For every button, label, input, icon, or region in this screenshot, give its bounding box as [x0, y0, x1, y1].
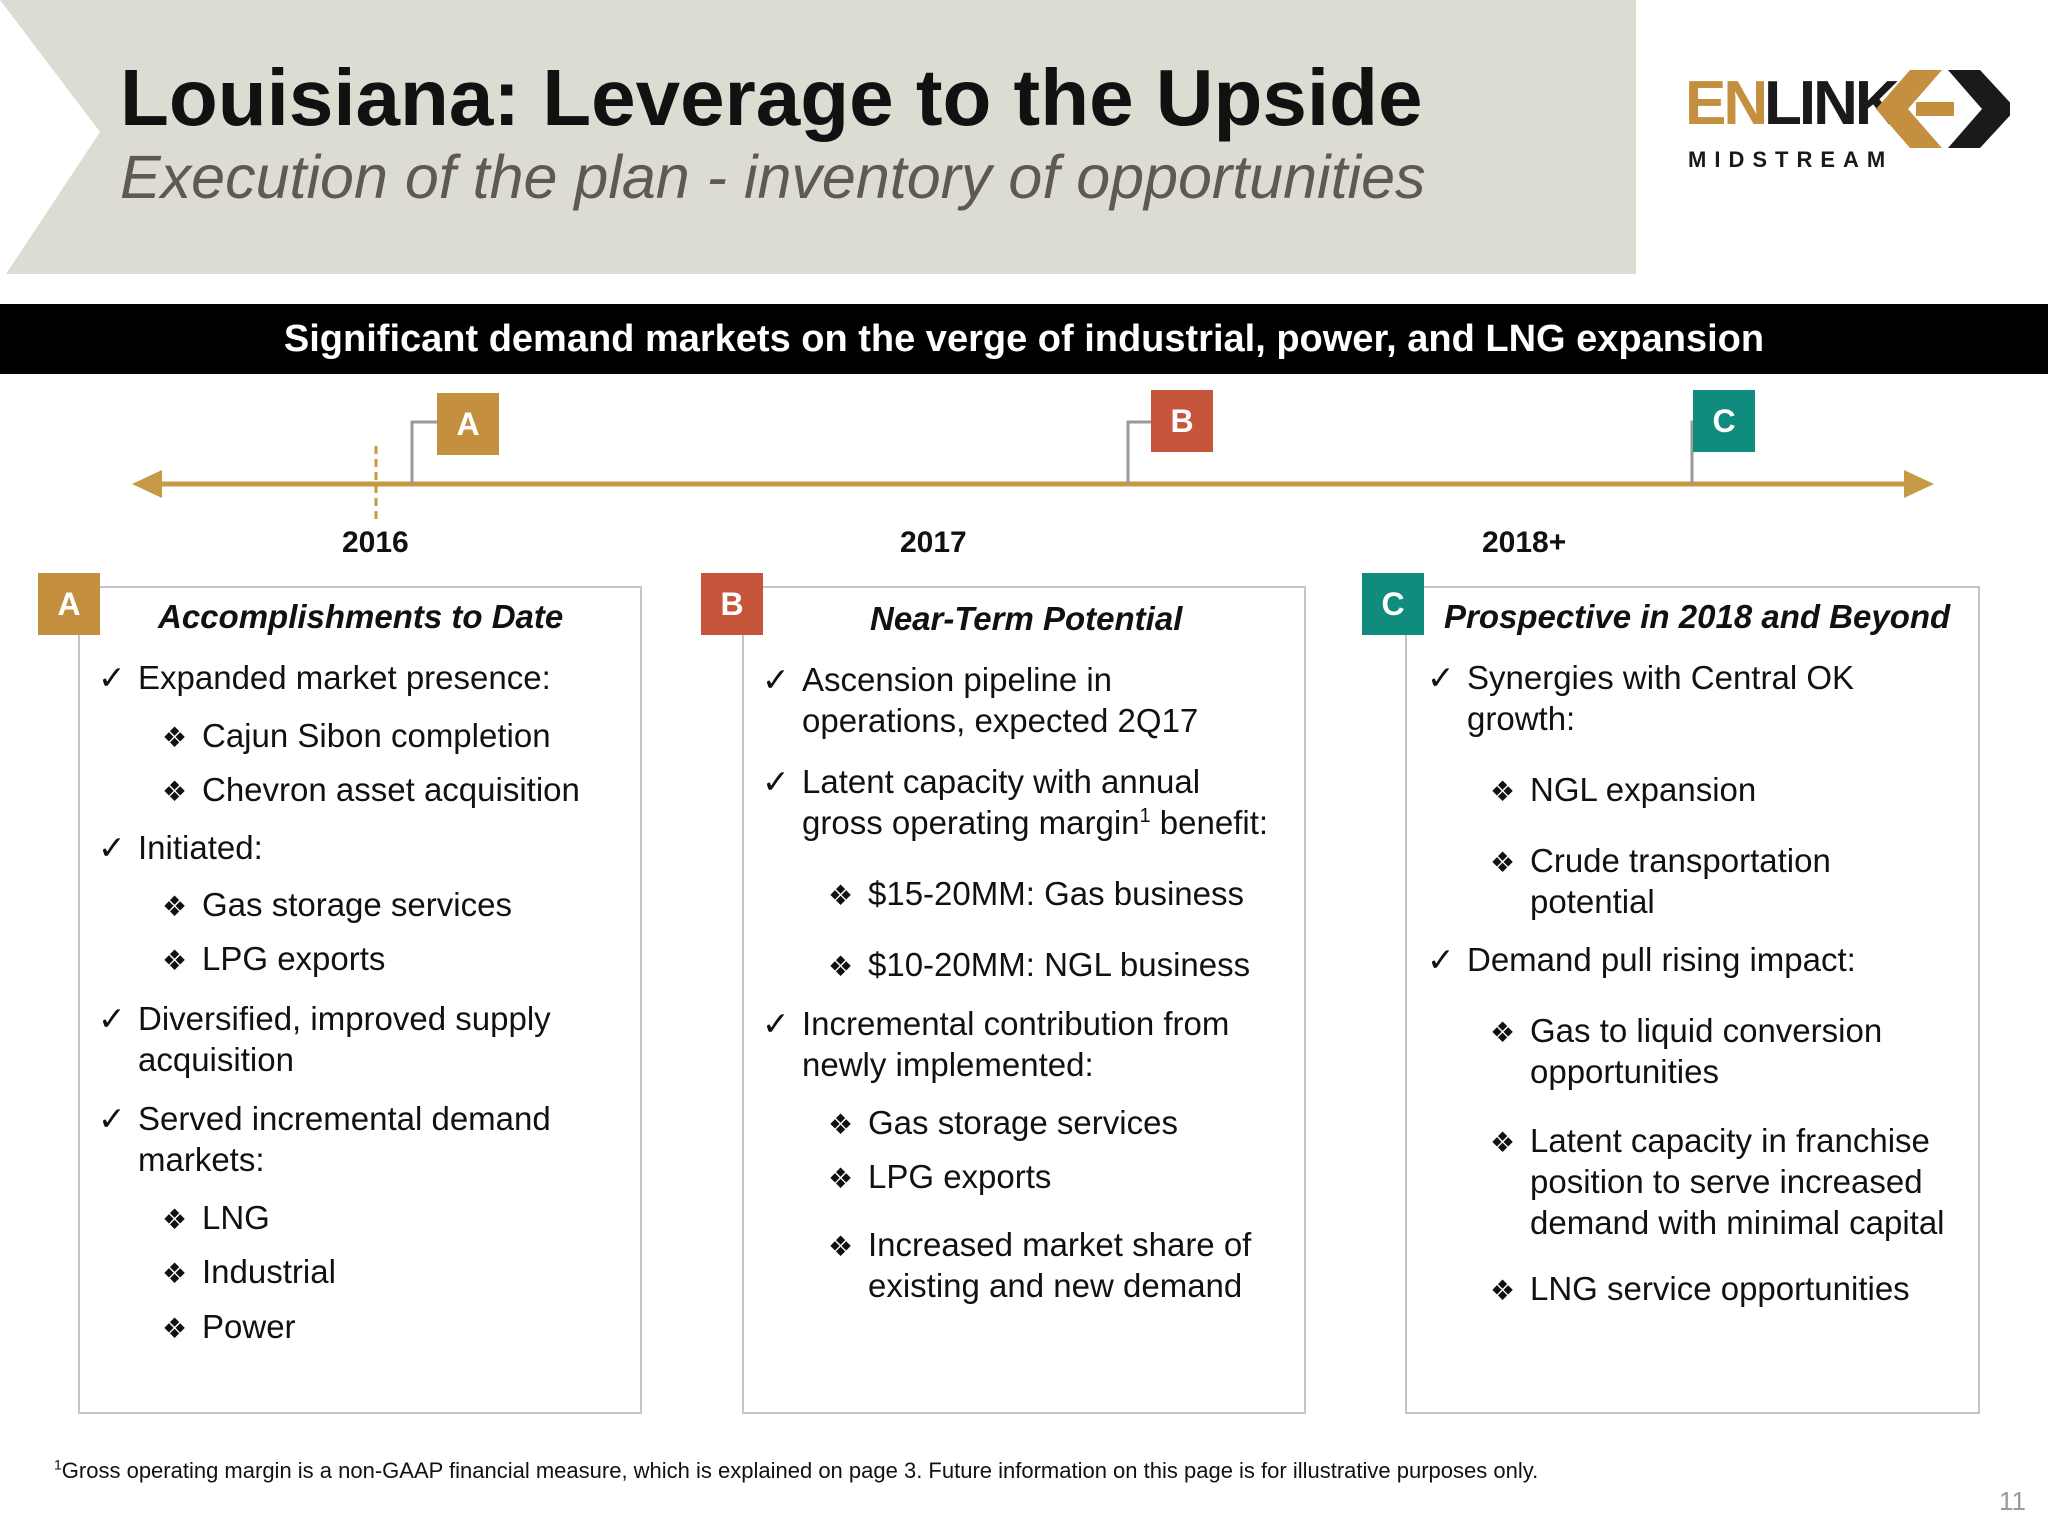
panel-prospective [1405, 586, 1980, 1414]
diamond-bullet-icon: ❖ [162, 891, 188, 922]
checkmark-icon: ✓ [762, 661, 790, 698]
list-item: ❖ Gas storage services [828, 1102, 1178, 1143]
list-item: ❖ Gas storage services [162, 884, 512, 925]
diamond-bullet-icon: ❖ [1490, 776, 1516, 807]
list-item: ❖ NGL expansion [1490, 769, 1756, 810]
checkmark-icon: ✓ [98, 1100, 126, 1137]
diamond-bullet-icon: ❖ [828, 1163, 854, 1194]
svg-text:LINK: LINK [1764, 69, 1900, 138]
year-2018-plus: 2018+ [1482, 526, 1567, 559]
page-number: 11 [1999, 1486, 2026, 1516]
timeline [132, 390, 1934, 522]
checkmark-icon: ✓ [1427, 659, 1455, 696]
list-item: ✓ Ascension pipeline in operations, expect… [762, 661, 1199, 739]
diamond-bullet-icon: ❖ [162, 722, 188, 753]
year-2016: 2016 [342, 526, 409, 559]
list-item: ✓ Served incremental demand markets: [98, 1100, 551, 1178]
panel-near-term [742, 586, 1306, 1414]
diamond-bullet-icon: ❖ [1490, 1127, 1516, 1158]
timeline-marker-b: B [1170, 403, 1194, 439]
footnote: 1Gross operating margin is a non-GAAP fi… [54, 1456, 1539, 1483]
list-item: ❖ Cajun Sibon completion [162, 715, 551, 756]
panel-badge-c: C [1362, 573, 1424, 635]
list-item: ❖ Chevron asset acquisition [162, 769, 580, 810]
list-item: ❖ Increased market share of existing and n… [828, 1226, 1252, 1304]
list-item: ❖ Gas to liquid conversion opportunities [1490, 1012, 1883, 1090]
diamond-bullet-icon: ❖ [1490, 1017, 1516, 1048]
svg-text:EN: EN [1685, 69, 1765, 138]
list-item: ✓ Latent capacity with annual gross operat… [762, 763, 1269, 841]
list-item: ❖ Industrial [162, 1251, 336, 1292]
panel-badge-b: B [701, 573, 763, 635]
timeline-marker-c: C [1712, 403, 1736, 439]
list-item: ✓ Diversified, improved supply acquisition [98, 1000, 551, 1078]
list-item: ✓ Initiated: [98, 829, 263, 866]
checkmark-icon: ✓ [98, 829, 126, 866]
diamond-bullet-icon: ❖ [162, 1204, 188, 1235]
diamond-bullet-icon: ❖ [162, 776, 188, 807]
list-item: ❖ LPG exports [162, 938, 385, 979]
list-item: ❖ LNG [162, 1197, 270, 1238]
diamond-bullet-icon: ❖ [1490, 1275, 1516, 1306]
checkmark-icon: ✓ [98, 659, 126, 696]
checkmark-icon: ✓ [1427, 941, 1455, 978]
year-2017: 2017 [900, 526, 967, 559]
page-title: Louisiana: Leverage to the Upside [120, 53, 1423, 142]
headline-banner: Significant demand markets on the verge … [0, 304, 2048, 374]
list-item: ✓ Incremental contribution from newly impl… [762, 1005, 1230, 1083]
list-item: ✓ Expanded market presence: [98, 659, 551, 696]
list-item: ✓ Synergies with Central OK growth: [1427, 659, 1854, 737]
diamond-bullet-icon: ❖ [162, 1313, 188, 1344]
list-item: ✓ Demand pull rising impact: [1427, 941, 1856, 978]
panel-title-a: Accomplishments to Date [158, 598, 564, 635]
list-item: ❖ Power [162, 1306, 296, 1347]
panel-accomplishments [78, 586, 642, 1414]
diamond-bullet-icon: ❖ [162, 1258, 188, 1289]
checkmark-icon: ✓ [762, 763, 790, 800]
list-item: ❖ LNG service opportunities [1490, 1268, 1910, 1309]
diamond-bullet-icon: ❖ [162, 945, 188, 976]
banner-text: Significant demand markets on the verge … [283, 318, 1765, 360]
page-subtitle: Execution of the plan - inventory of opp… [120, 143, 1426, 211]
panel-title-c: Prospective in 2018 and Beyond [1444, 598, 1951, 635]
list-item: ❖ Crude transportation potential [1490, 842, 1831, 920]
list-item: ❖ Latent capacity in franchise position to… [1490, 1122, 1945, 1241]
list-item: ❖ LPG exports [828, 1156, 1051, 1197]
timeline-marker-a: A [456, 406, 480, 442]
list-item: ❖ $15-20MM: Gas business [828, 873, 1244, 914]
diamond-bullet-icon: ❖ [1490, 847, 1516, 878]
list-item: ❖ $10-20MM: NGL business [828, 944, 1250, 985]
enlink-midstream-logo: EN LINK MIDSTREAM [1685, 69, 2010, 172]
diamond-bullet-icon: ❖ [828, 880, 854, 911]
diamond-bullet-icon: ❖ [828, 1231, 854, 1262]
header-band [0, 0, 1636, 274]
panel-title-b: Near-Term Potential [870, 600, 1183, 637]
checkmark-icon: ✓ [762, 1005, 790, 1042]
checkmark-icon: ✓ [98, 1000, 126, 1037]
svg-text:MIDSTREAM: MIDSTREAM [1688, 147, 1893, 172]
diamond-bullet-icon: ❖ [828, 951, 854, 982]
panel-badge-a: A [38, 573, 100, 635]
diamond-bullet-icon: ❖ [828, 1109, 854, 1140]
